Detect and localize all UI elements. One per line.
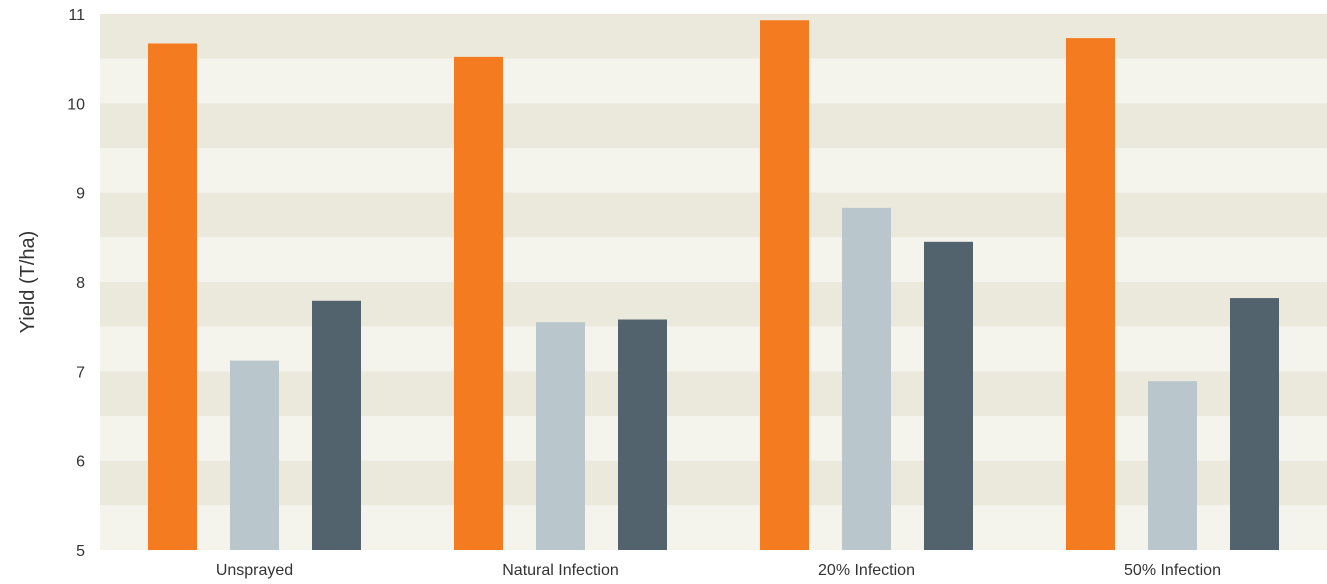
grid-band [100,371,1327,416]
grid-band [100,282,1327,327]
bar-2-2 [536,322,585,550]
y-tick-label: 10 [67,96,85,113]
y-tick-label: 7 [76,364,85,381]
grid-band [100,103,1327,148]
bar-3-2 [842,207,891,550]
y-axis-title: Yield (T/ha) [17,231,39,334]
grid-band [100,237,1327,282]
bar-4-1 [1066,38,1115,551]
y-tick-label: 9 [76,186,85,203]
grid-band [100,192,1327,238]
bar-4-2 [1148,381,1197,550]
x-tick-label: Natural Infection [502,562,619,579]
grid-band [100,326,1327,372]
bar-3-3 [924,241,973,551]
grid-band [100,505,1327,550]
x-tick-label: 50% Infection [1124,562,1221,579]
bar-4-3 [1230,298,1279,550]
grid-band [100,416,1327,461]
bar-1-1 [148,43,197,550]
y-tick-label: 8 [76,275,85,292]
bar-1-3 [312,300,361,550]
grid-band [100,460,1327,506]
y-tick-label: 5 [76,543,85,560]
bar-1-2 [230,360,279,550]
bar-marks [148,20,1279,551]
y-tick-label: 6 [76,454,85,471]
x-axis-ticks: Unsprayed Natural Infection 20% Infection 5… [216,562,1221,579]
bar-2-1 [454,56,503,550]
y-tick-label: 11 [68,7,85,24]
y-axis-ticks: 5 6 7 8 9 10 11 [67,7,85,560]
x-tick-label: 20% Infection [818,562,915,579]
grid-band [100,14,1327,59]
grid-band [100,148,1327,193]
bar-3-1 [760,20,809,550]
bar-2-3 [618,319,667,550]
grid-band [100,58,1327,104]
plot-background-bands [100,14,1327,550]
x-tick-label: Unsprayed [216,562,293,579]
